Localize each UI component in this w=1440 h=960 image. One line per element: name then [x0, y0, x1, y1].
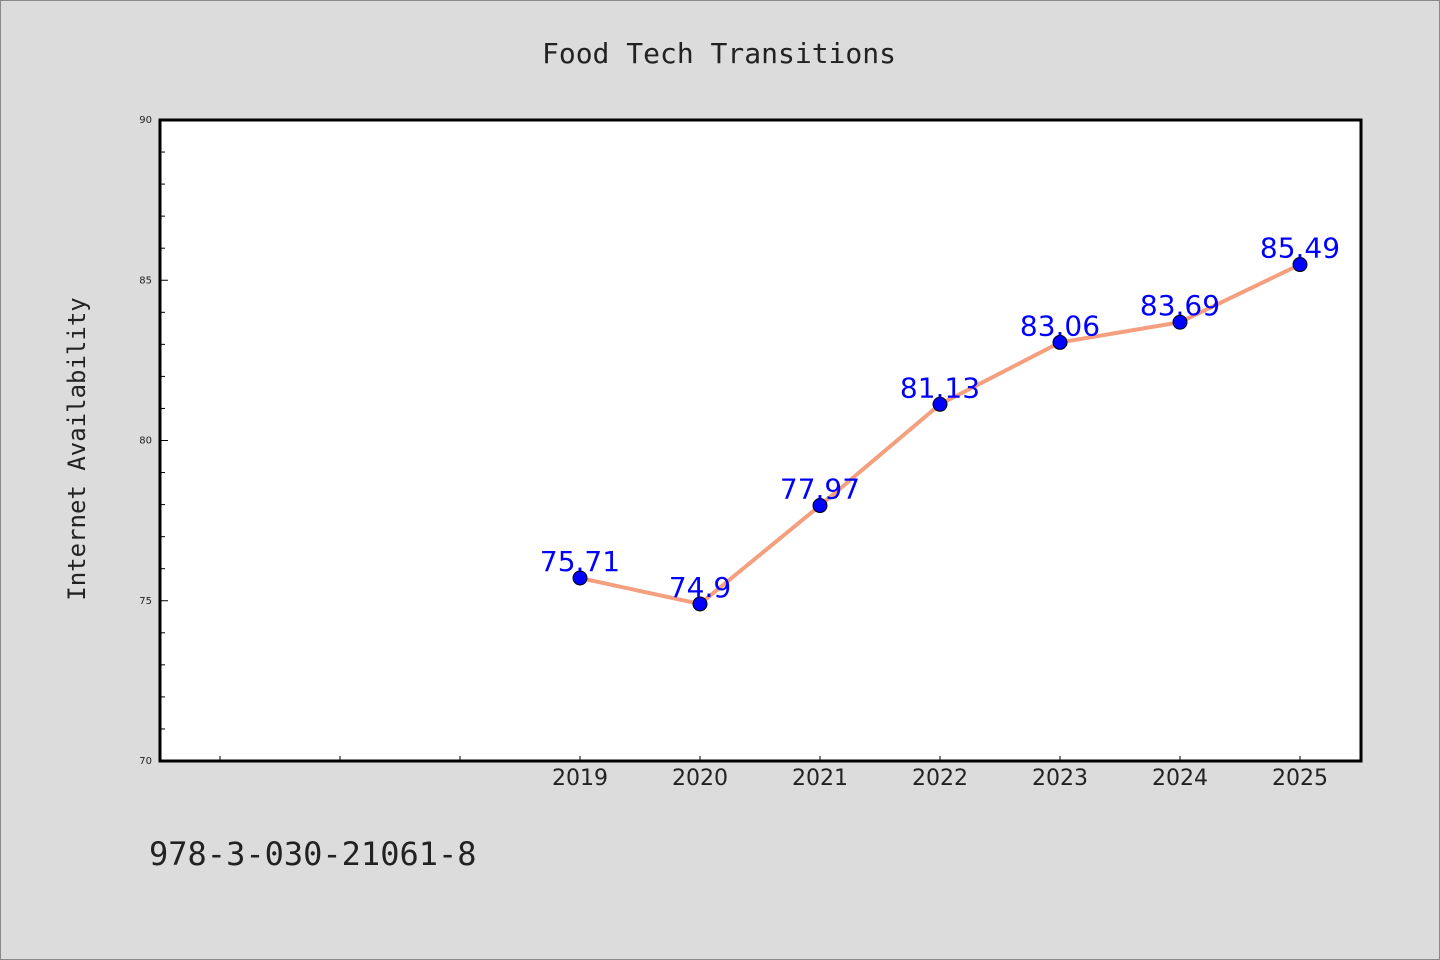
data-label: 83.69: [1140, 289, 1220, 322]
y-tick-label: 70: [139, 756, 152, 767]
data-label: 77.97: [780, 473, 860, 506]
data-label: 85.49: [1260, 232, 1340, 265]
footer-text: 978-3-030-21061-8: [149, 835, 477, 873]
data-point: [1172, 314, 1188, 330]
chart-title: Food Tech Transitions: [542, 37, 896, 70]
y-tick-label: 80: [139, 436, 152, 447]
data-point: [932, 396, 948, 412]
x-tick-label: 2022: [912, 766, 968, 791]
data-point: [1292, 257, 1308, 273]
data-point: [1052, 334, 1068, 350]
x-tick-label: 2023: [1032, 766, 1088, 791]
data-label: 75.71: [540, 545, 620, 578]
data-label: 74.9: [669, 571, 731, 604]
y-tick-label: 90: [139, 115, 152, 126]
data-point: [572, 570, 588, 586]
x-axis-ticks: 2019 2020 2021 2022 2023 2024 2025: [219, 756, 1328, 791]
x-tick-label: 2024: [1152, 766, 1208, 791]
x-tick-label: 2020: [672, 766, 728, 791]
y-tick-label: 85: [139, 275, 152, 286]
x-tick-label: 2021: [792, 766, 848, 791]
data-label: 81.13: [900, 371, 980, 404]
series-group: 75.71 74.9 77.97 81.13 83.06 83.69 85.49: [540, 232, 1340, 612]
x-tick-label: 2025: [1272, 766, 1328, 791]
plot-area: [158, 118, 1363, 763]
x-tick-label: 2019: [552, 766, 608, 791]
y-axis-label: Internet Availability: [63, 297, 91, 600]
y-tick-label: 75: [139, 596, 152, 607]
data-label: 83.06: [1020, 309, 1100, 342]
data-point: [692, 596, 708, 612]
data-point: [812, 498, 828, 514]
y-axis-ticks: 70 75 80 85 90: [139, 115, 168, 767]
